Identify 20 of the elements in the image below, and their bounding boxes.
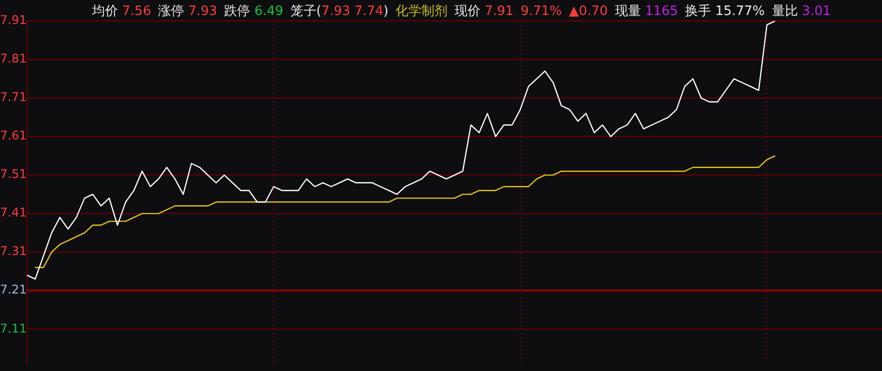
- text: 换手 15.77%: [685, 4, 765, 19]
- text: 量比 3.01: [772, 4, 831, 19]
- y-tick-label: 7.41: [0, 206, 27, 220]
- y-tick-label: 7.31: [0, 244, 27, 258]
- text: 化学制剂: [395, 4, 448, 19]
- y-tick-label: 7.81: [0, 52, 27, 66]
- y-tick-label: 7.21: [0, 282, 27, 297]
- text: ▲0.70: [568, 4, 608, 19]
- text: 涨停 7.93: [158, 4, 218, 19]
- text: 9.71%: [520, 4, 562, 19]
- y-tick-label: 7.11: [0, 321, 27, 336]
- y-tick-label: 7.51: [0, 167, 27, 182]
- text: 均价 7.56: [92, 4, 152, 19]
- y-tick-label: 7.71: [0, 90, 27, 104]
- text: 跌停 6.49: [224, 4, 284, 19]
- text: 笼子(7.93 7.74): [290, 4, 388, 19]
- y-tick-label: 7.91: [0, 13, 27, 28]
- text: 现量 1165: [614, 4, 678, 19]
- text: 现价 7.91: [454, 4, 514, 19]
- y-tick-label: 7.61: [0, 128, 27, 143]
